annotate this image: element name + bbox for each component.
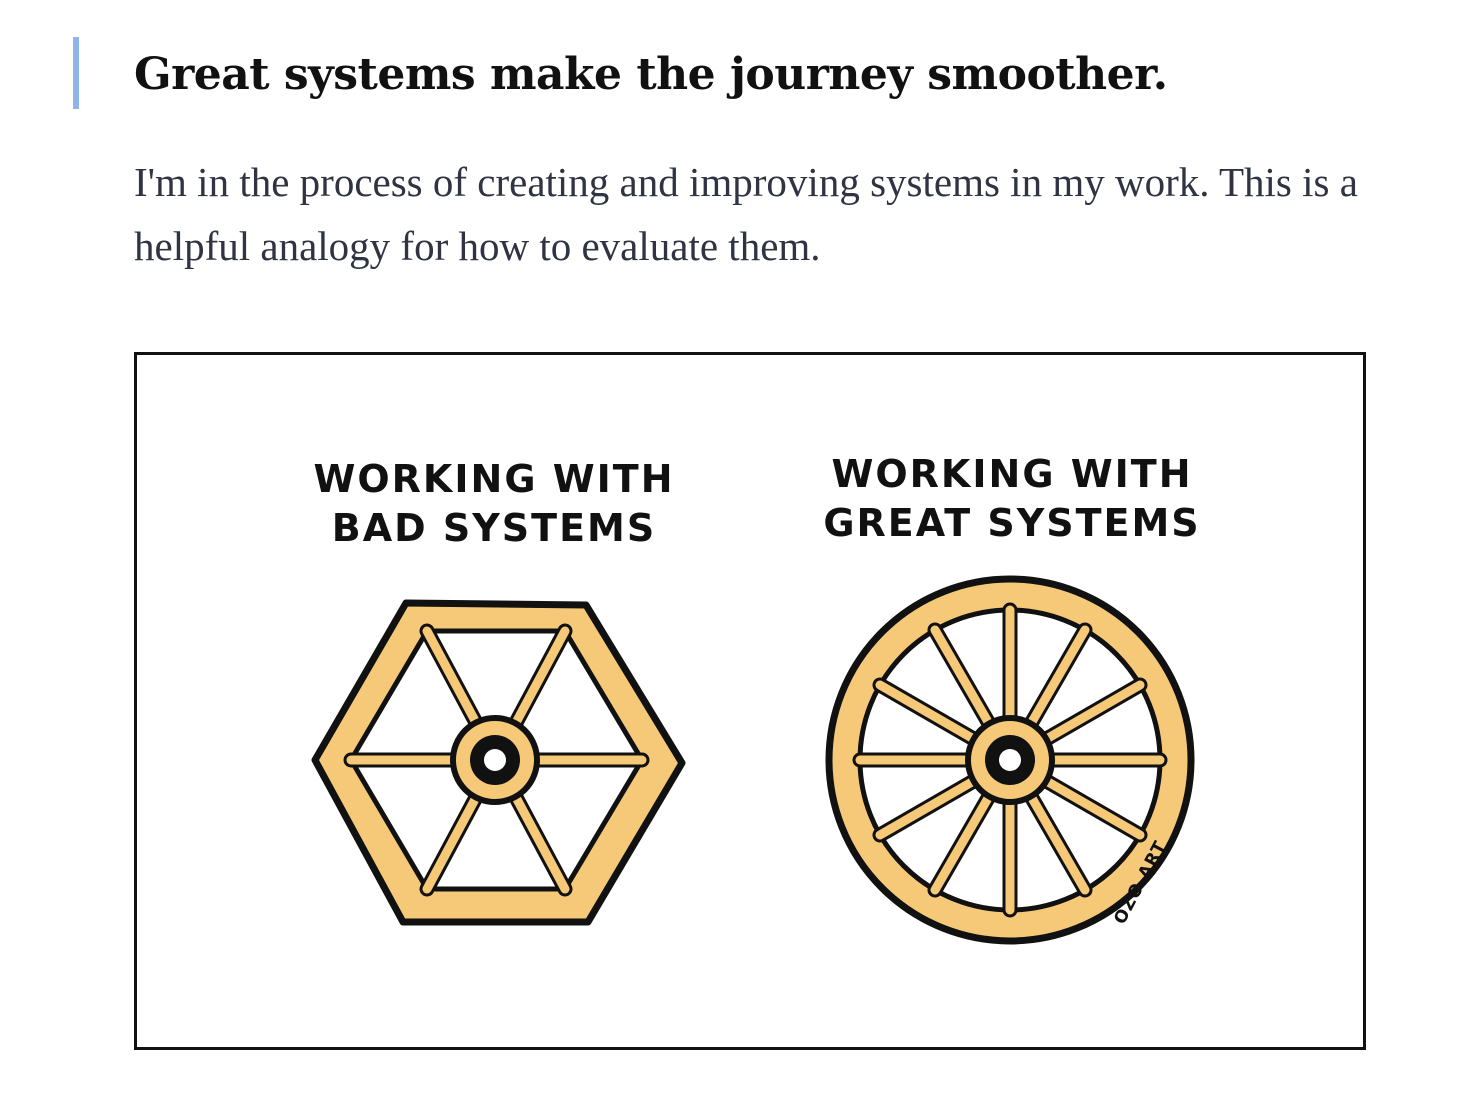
left-heading-line2: BAD SYSTEMS <box>332 506 656 550</box>
article-paragraph: I'm in the process of creating and impro… <box>134 159 1358 269</box>
blockquote-bar <box>73 37 79 109</box>
illustration-svg: WORKING WITH BAD SYSTEMS WORKING WITH GR… <box>311 452 1200 945</box>
right-heading-line2: GREAT SYSTEMS <box>823 501 1200 545</box>
right-heading-line1: WORKING WITH <box>831 452 1192 496</box>
round-wheel-icon <box>825 575 1195 945</box>
illustration-frame: WORKING WITH BAD SYSTEMS WORKING WITH GR… <box>134 352 1366 1050</box>
left-heading-line1: WORKING WITH <box>313 457 674 501</box>
hexagon-wheel-icon <box>311 599 686 926</box>
article-title: Great systems make the journey smoother. <box>134 49 1168 100</box>
